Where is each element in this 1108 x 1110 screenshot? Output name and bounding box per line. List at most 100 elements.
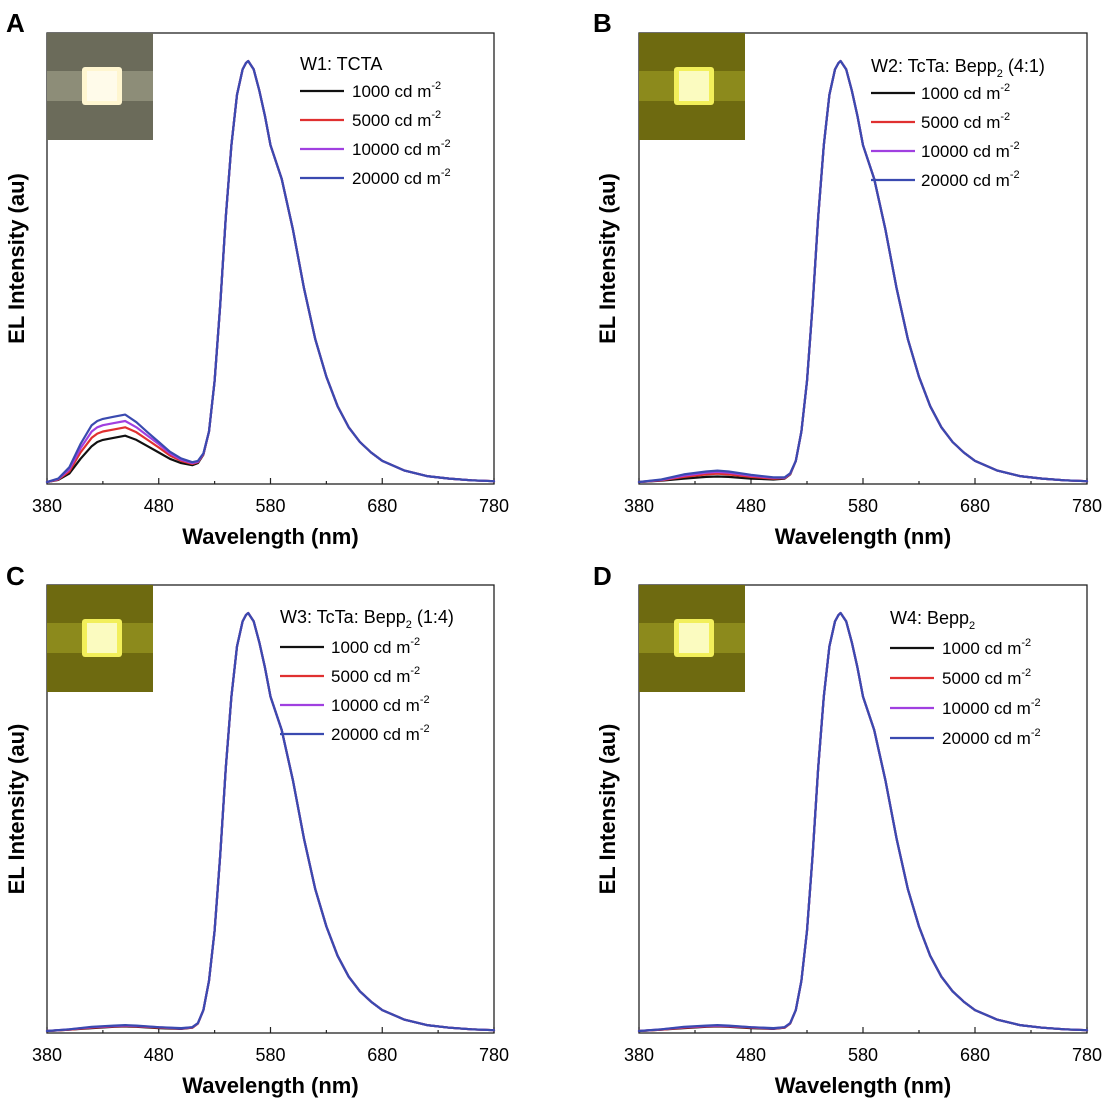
legend-unit: cd m bbox=[399, 140, 441, 159]
panel-c: C 380 480 580 680 780 Wavelength (nm) EL Intens… bbox=[4, 561, 509, 1098]
x-tick-label: 380 bbox=[32, 496, 62, 516]
x-tick-label: 580 bbox=[848, 496, 878, 516]
x-tick-label: 580 bbox=[255, 496, 285, 516]
legend-value: 10000 bbox=[942, 699, 989, 718]
legend-unit-exponent: -2 bbox=[431, 109, 441, 121]
x-tick-label: 780 bbox=[479, 1045, 509, 1065]
legend-unit: cd m bbox=[399, 169, 441, 188]
legend-unit-exponent: -2 bbox=[1021, 667, 1031, 679]
emission-pixel bbox=[87, 623, 117, 653]
legend-unit-exponent: -2 bbox=[410, 636, 420, 648]
legend-unit: cd m bbox=[980, 669, 1022, 688]
x-tick-label: 680 bbox=[367, 1045, 397, 1065]
x-tick-label: 380 bbox=[624, 1045, 654, 1065]
legend-label-5000: 5000 cd m-2 bbox=[331, 665, 420, 686]
series-line-20000 bbox=[637, 59, 1089, 484]
legend-unit-exponent: -2 bbox=[1000, 111, 1010, 123]
legend-title-subscript: 2 bbox=[406, 619, 412, 631]
legend-unit: cd m bbox=[968, 142, 1010, 161]
legend-label-1000: 1000 cd m-2 bbox=[921, 82, 1010, 103]
x-axis-title: Wavelength (nm) bbox=[182, 524, 358, 549]
legend-unit-exponent: -2 bbox=[1031, 727, 1041, 739]
legend-label-20000: 20000 cd m-2 bbox=[352, 167, 451, 188]
legend-value: 5000 bbox=[352, 111, 390, 130]
emission-pixel bbox=[679, 623, 709, 653]
legend-label-10000: 10000 cd m-2 bbox=[921, 140, 1020, 161]
legend-value: 5000 bbox=[942, 669, 980, 688]
x-tick-label: 780 bbox=[1072, 496, 1102, 516]
y-axis-title: EL Intensity (au) bbox=[4, 173, 29, 344]
legend-value: 10000 bbox=[352, 140, 399, 159]
legend-value: 20000 bbox=[921, 171, 968, 190]
legend-unit-exponent: -2 bbox=[1010, 140, 1020, 152]
legend-unit-exponent: -2 bbox=[1010, 169, 1020, 181]
legend-unit-exponent: -2 bbox=[410, 665, 420, 677]
legend-label-20000: 20000 cd m-2 bbox=[331, 723, 430, 744]
legend-label-1000: 1000 cd m-2 bbox=[352, 80, 441, 101]
legend-value: 1000 bbox=[942, 639, 980, 658]
legend-title-subscript: 2 bbox=[969, 620, 975, 632]
series-line-20000 bbox=[637, 611, 1089, 1033]
x-tick-label: 380 bbox=[32, 1045, 62, 1065]
series-line-20000 bbox=[45, 59, 496, 484]
legend-value: 20000 bbox=[352, 169, 399, 188]
panel-letter: A bbox=[6, 8, 25, 38]
legend-label-1000: 1000 cd m-2 bbox=[942, 637, 1031, 658]
x-tick-label: 480 bbox=[736, 1045, 766, 1065]
legend-title-main: W3: TcTa: Bepp bbox=[280, 607, 406, 627]
legend-value: 10000 bbox=[921, 142, 968, 161]
legend-title-main: W2: TcTa: Bepp bbox=[871, 56, 997, 76]
y-axis-title: EL Intensity (au) bbox=[595, 173, 620, 344]
legend-unit: cd m bbox=[968, 171, 1010, 190]
panel-b: B 380 480 580 680 780 Wavelength (nm) EL Intens… bbox=[593, 8, 1102, 549]
x-axis-title: Wavelength (nm) bbox=[775, 524, 951, 549]
legend-title-subscript: 2 bbox=[997, 68, 1003, 80]
panel-a: A 380 480 580 680 780 Wavelength (nm) EL Intens… bbox=[4, 8, 509, 549]
legend-label-10000: 10000 cd m-2 bbox=[331, 694, 430, 715]
legend-label-10000: 10000 cd m-2 bbox=[942, 697, 1041, 718]
y-axis-title: EL Intensity (au) bbox=[595, 724, 620, 895]
legend-value: 5000 bbox=[921, 113, 959, 132]
legend-unit: cd m bbox=[378, 725, 420, 744]
legend-label-20000: 20000 cd m-2 bbox=[921, 169, 1020, 190]
legend-label-10000: 10000 cd m-2 bbox=[352, 138, 451, 159]
legend-unit-exponent: -2 bbox=[1021, 637, 1031, 649]
panel-letter: C bbox=[6, 561, 25, 591]
legend-title-main: W1: TCTA bbox=[300, 54, 382, 74]
x-tick-label: 580 bbox=[255, 1045, 285, 1065]
legend-unit: cd m bbox=[369, 667, 411, 686]
legend-unit-exponent: -2 bbox=[441, 167, 451, 179]
legend-title-suffix: (4:1) bbox=[1003, 56, 1045, 76]
panel-letter: B bbox=[593, 8, 612, 38]
legend-unit: cd m bbox=[959, 84, 1001, 103]
legend-label-5000: 5000 cd m-2 bbox=[942, 667, 1031, 688]
legend-title: W1: TCTA bbox=[300, 54, 382, 74]
x-tick-label: 780 bbox=[479, 496, 509, 516]
legend-unit-exponent: -2 bbox=[431, 80, 441, 92]
legend-unit-exponent: -2 bbox=[420, 694, 430, 706]
x-tick-label: 680 bbox=[367, 496, 397, 516]
x-tick-label: 680 bbox=[960, 496, 990, 516]
x-tick-label: 680 bbox=[960, 1045, 990, 1065]
legend-unit-exponent: -2 bbox=[420, 723, 430, 735]
legend-label-1000: 1000 cd m-2 bbox=[331, 636, 420, 657]
legend-title: W3: TcTa: Bepp2 (1:4) bbox=[280, 607, 454, 631]
x-tick-label: 380 bbox=[624, 496, 654, 516]
legend-unit: cd m bbox=[989, 729, 1031, 748]
x-tick-label: 580 bbox=[848, 1045, 878, 1065]
x-tick-label: 480 bbox=[144, 496, 174, 516]
legend-label-20000: 20000 cd m-2 bbox=[942, 727, 1041, 748]
legend-title-main: W4: Bepp bbox=[890, 608, 969, 628]
legend-label-5000: 5000 cd m-2 bbox=[352, 109, 441, 130]
legend-value: 10000 bbox=[331, 696, 378, 715]
emission-pixel bbox=[679, 71, 709, 101]
legend-value: 20000 bbox=[942, 729, 989, 748]
legend-value: 5000 bbox=[331, 667, 369, 686]
legend-value: 1000 bbox=[921, 84, 959, 103]
panel-letter: D bbox=[593, 561, 612, 591]
legend-unit: cd m bbox=[390, 82, 432, 101]
legend-title: W2: TcTa: Bepp2 (4:1) bbox=[871, 56, 1045, 80]
legend-unit-exponent: -2 bbox=[1000, 82, 1010, 94]
series-line-20000 bbox=[45, 611, 496, 1033]
